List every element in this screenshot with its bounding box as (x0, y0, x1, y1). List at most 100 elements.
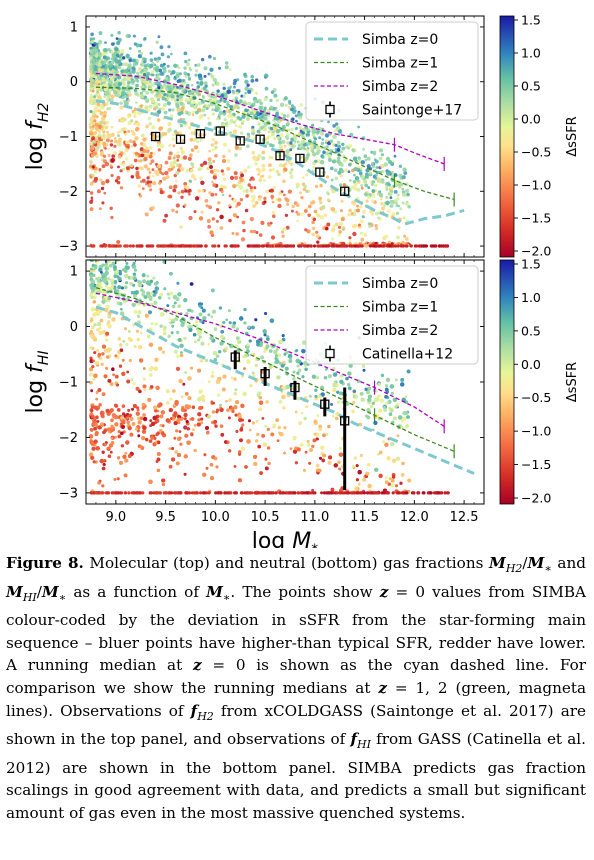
scatter-point (307, 204, 312, 209)
observation-point (150, 131, 161, 142)
scatter-point (90, 153, 95, 157)
legend-label: Saintonge+17 (362, 103, 462, 119)
scatter-point (249, 217, 254, 222)
scatter-point (93, 131, 97, 135)
scatter-point (279, 133, 284, 138)
scatter-point (192, 100, 196, 104)
scatter-point (330, 178, 334, 182)
scatter-point (119, 186, 124, 190)
scatter-point (120, 69, 125, 73)
scatter-point (135, 166, 139, 171)
scatter-point (148, 154, 153, 159)
scatter-point (329, 166, 334, 171)
scatter-point (302, 142, 307, 147)
scatter-point (317, 127, 322, 132)
scatter-point (309, 244, 313, 248)
scatter-point (350, 185, 355, 190)
scatter-point (167, 45, 171, 49)
scatter-point (131, 66, 136, 71)
scatter-point (234, 119, 238, 122)
scatter-point (377, 216, 380, 220)
scatter-point (96, 91, 99, 94)
scatter-point (148, 171, 152, 174)
scatter-point (151, 206, 155, 210)
scatter-point (208, 191, 212, 195)
scatter-point (156, 244, 161, 248)
scatter-point (312, 165, 316, 169)
scatter-point (312, 226, 316, 231)
scatter-point (92, 114, 95, 118)
scatter-point (191, 110, 196, 114)
scatter-point (136, 122, 141, 127)
scatter-point (90, 196, 94, 200)
scatter-point (249, 185, 253, 190)
scatter-point (376, 192, 380, 196)
scatter-point (190, 162, 194, 166)
scatter-point (357, 156, 361, 160)
scatter-point (244, 208, 249, 213)
scatter-point (137, 184, 141, 188)
scatter-point (220, 93, 224, 98)
scatter-point (190, 148, 195, 152)
scatter-point (286, 114, 290, 118)
scatter-point (270, 235, 276, 240)
scatter-point (277, 197, 282, 202)
scatter-point (95, 277, 99, 281)
scatter-point (338, 183, 343, 187)
scatter-point (232, 184, 237, 189)
scatter-point (256, 111, 260, 115)
scatter-point (107, 48, 111, 52)
scatter-point (180, 195, 184, 199)
scatter-point (306, 229, 311, 234)
scatter-point (91, 65, 95, 68)
scatter-point (234, 124, 238, 128)
scatter-point (93, 176, 99, 182)
scatter-point (178, 72, 182, 76)
scatter-point (338, 230, 342, 234)
scatter-point (98, 31, 103, 36)
scatter-point (107, 147, 110, 151)
scatter-point (99, 178, 103, 182)
scatter-point (109, 63, 113, 68)
scatter-point (244, 108, 248, 112)
scatter-point (203, 66, 208, 71)
scatter-point (349, 132, 354, 137)
scatter-point (342, 244, 346, 248)
scatter-point (390, 170, 394, 174)
scatter-point (295, 126, 298, 130)
observation-point (195, 129, 206, 139)
scatter-point (163, 132, 167, 136)
scatter-point (101, 164, 106, 169)
scatter-point (348, 236, 352, 240)
scatter-point (302, 176, 305, 180)
scatter-point (189, 179, 192, 183)
scatter-point (156, 143, 161, 148)
scatter-point (260, 113, 265, 118)
scatter-point (390, 174, 395, 179)
observation-point (255, 134, 265, 144)
scatter-point (280, 230, 285, 234)
scatter-point (100, 244, 104, 248)
median-lines-top (95, 72, 465, 226)
scatter-point (187, 76, 191, 80)
scatter-point (202, 160, 208, 166)
scatter-point (221, 158, 227, 164)
scatter-point (250, 128, 256, 133)
scatter-point (177, 100, 181, 104)
scatter-point (130, 144, 134, 148)
scatter-point (128, 139, 133, 144)
scatter-point (207, 157, 212, 162)
scatter-point (228, 204, 231, 207)
scatter-point (114, 139, 118, 144)
scatter-point (183, 51, 188, 56)
scatter-point (117, 244, 121, 248)
scatter-point (371, 165, 376, 169)
scatter-point (172, 188, 177, 193)
scatter-point (280, 244, 284, 248)
scatter-point (144, 152, 148, 157)
scatter-point (116, 131, 120, 134)
scatter-point (106, 56, 111, 61)
scatter-point (404, 182, 409, 187)
scatter-point (187, 156, 192, 161)
scatter-point (104, 161, 110, 167)
